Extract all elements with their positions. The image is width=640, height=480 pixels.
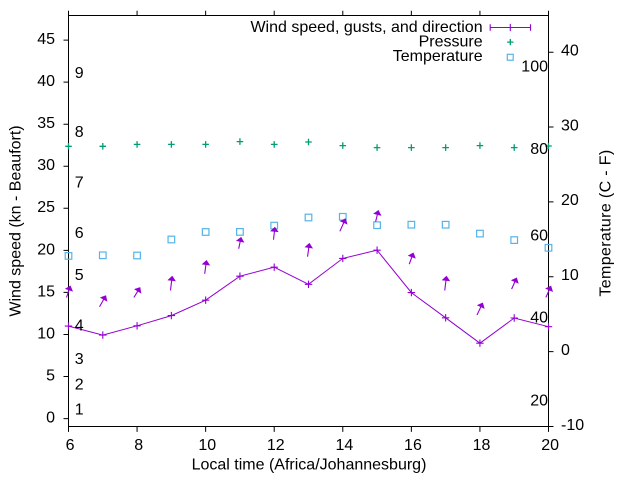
svg-text:Wind speed (kn - Beaufort): Wind speed (kn - Beaufort) [8,125,25,316]
svg-text:1: 1 [75,402,84,419]
svg-text:10: 10 [198,437,216,454]
svg-text:40: 40 [37,73,55,90]
svg-text:Wind speed, gusts, and directi: Wind speed, gusts, and direction [250,19,482,36]
svg-text:80: 80 [530,141,548,158]
svg-text:25: 25 [37,199,55,216]
svg-text:6: 6 [66,437,75,454]
svg-text:Temperature: Temperature [393,48,483,65]
svg-text:45: 45 [37,31,55,48]
svg-text:2: 2 [75,376,84,393]
svg-text:10: 10 [561,267,579,284]
svg-text:Temperature (C - F): Temperature (C - F) [598,149,615,296]
svg-text:7: 7 [75,175,84,192]
svg-text:9: 9 [75,65,84,82]
svg-text:Pressure: Pressure [419,33,483,50]
svg-text:8: 8 [134,437,143,454]
svg-text:20: 20 [37,241,55,258]
svg-text:14: 14 [335,437,353,454]
svg-text:100: 100 [521,59,548,76]
svg-text:4: 4 [75,318,84,335]
svg-text:12: 12 [267,437,285,454]
svg-text:Local time (Africa/Johannesbur: Local time (Africa/Johannesburg) [192,457,427,474]
svg-text:8: 8 [75,124,84,141]
svg-text:40: 40 [561,43,579,60]
svg-text:20: 20 [541,437,559,454]
svg-text:-10: -10 [561,417,584,434]
svg-text:0: 0 [561,342,570,359]
svg-text:0: 0 [46,410,55,427]
svg-text:20: 20 [561,192,579,209]
svg-text:3: 3 [75,351,84,368]
svg-text:20: 20 [530,393,548,410]
svg-text:5: 5 [75,267,84,284]
svg-text:60: 60 [530,227,548,244]
svg-text:5: 5 [46,367,55,384]
svg-text:6: 6 [75,225,84,242]
svg-text:35: 35 [37,115,55,132]
svg-text:30: 30 [561,117,579,134]
svg-text:18: 18 [473,437,491,454]
svg-text:40: 40 [530,310,548,327]
svg-text:10: 10 [37,325,55,342]
svg-text:16: 16 [404,437,422,454]
svg-text:30: 30 [37,157,55,174]
svg-text:15: 15 [37,283,55,300]
